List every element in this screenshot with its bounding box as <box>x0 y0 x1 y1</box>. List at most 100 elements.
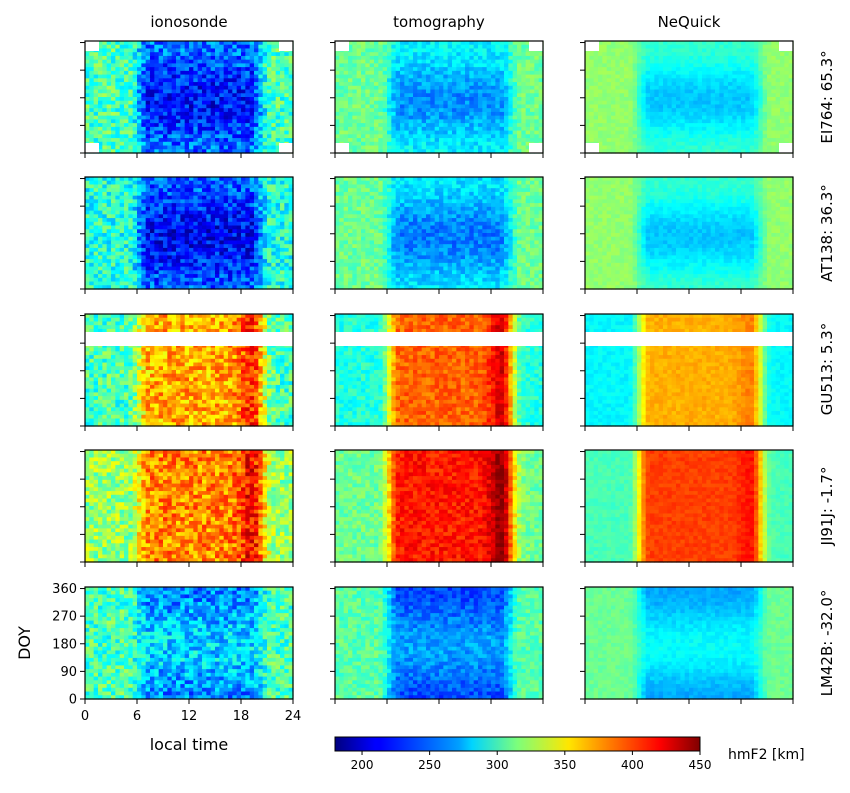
heatmap-cell <box>456 97 462 102</box>
heatmap-cell <box>728 63 733 68</box>
heatmap-cell <box>504 123 509 128</box>
heatmap-cell <box>262 177 268 182</box>
heatmap-cell <box>202 93 207 98</box>
heatmap-cell <box>102 206 108 212</box>
heatmap-cell <box>219 55 225 61</box>
heatmap-cell <box>667 93 673 98</box>
heatmap-cell <box>689 134 694 139</box>
heatmap-cell <box>745 130 751 135</box>
heatmap-cell <box>262 93 268 98</box>
heatmap-cell <box>219 149 225 154</box>
heatmap-cell <box>689 126 694 132</box>
heatmap-cell <box>98 119 103 124</box>
heatmap-cell <box>473 78 479 83</box>
heatmap-cell <box>395 85 401 91</box>
heatmap-cell <box>249 134 255 139</box>
heatmap-cell <box>280 70 285 76</box>
heatmap-cell <box>478 44 483 50</box>
heatmap-cell <box>615 41 621 46</box>
heatmap-cell <box>343 63 349 68</box>
heatmap-cell <box>391 104 397 109</box>
heatmap-cell <box>374 100 379 106</box>
heatmap-cell <box>452 78 457 83</box>
heatmap-cell <box>534 89 540 94</box>
heatmap-cell <box>602 104 608 109</box>
heatmap-cell <box>85 199 90 204</box>
heatmap-cell <box>145 41 151 46</box>
heatmap-cell <box>206 104 212 109</box>
heatmap-cell <box>189 100 194 106</box>
heatmap-cell <box>391 70 397 76</box>
heatmap-cell <box>119 177 125 182</box>
heatmap-cell <box>671 97 677 102</box>
heatmap-cell <box>530 123 535 128</box>
heatmap-cell <box>275 191 281 197</box>
heatmap-cell <box>598 89 603 94</box>
heatmap-cell <box>641 145 647 150</box>
heatmap-cell <box>98 74 103 79</box>
heatmap-cell <box>141 115 147 120</box>
heatmap-cell <box>288 126 294 132</box>
heatmap-cell <box>89 52 95 57</box>
heatmap-cell <box>593 100 599 106</box>
heatmap-cell <box>369 59 375 64</box>
heatmap-cell <box>530 97 535 102</box>
heatmap-cell <box>171 203 177 208</box>
heatmap-cell <box>465 104 470 109</box>
heatmap-cell <box>115 111 121 117</box>
heatmap-cell <box>491 138 496 143</box>
heatmap-cell <box>676 67 681 72</box>
heatmap-cell <box>589 134 595 139</box>
heatmap-cell <box>521 74 527 79</box>
heatmap-cell <box>728 97 733 102</box>
heatmap-cell <box>352 111 358 117</box>
heatmap-cell <box>452 93 457 98</box>
heatmap-cell <box>85 188 90 193</box>
heatmap-cell <box>111 104 116 109</box>
heatmap-cell <box>534 126 540 132</box>
heatmap-cell <box>426 111 431 117</box>
heatmap-cell <box>637 138 642 143</box>
heatmap-cell <box>111 149 116 154</box>
heatmap-cell <box>223 119 229 124</box>
heatmap-cell <box>391 130 397 135</box>
heatmap-cell <box>667 119 673 124</box>
heatmap-cell <box>262 130 268 135</box>
heatmap-cell <box>443 138 449 143</box>
heatmap-cell <box>232 203 238 208</box>
heatmap-cell <box>784 97 790 102</box>
heatmap-cell <box>176 115 181 120</box>
heatmap-cell <box>124 108 129 113</box>
heatmap-cell <box>728 74 733 79</box>
heatmap-cell <box>624 138 629 143</box>
heatmap-cell <box>710 89 716 94</box>
heatmap-cell <box>202 67 207 72</box>
heatmap-cell <box>288 89 294 94</box>
heatmap-cell <box>106 188 112 193</box>
column-title-tomography: tomography <box>393 13 485 31</box>
heatmap-cell <box>593 89 599 94</box>
heatmap-cell <box>486 63 492 68</box>
heatmap-cell <box>598 115 603 120</box>
heatmap-cell <box>106 52 112 57</box>
heatmap-cell <box>245 97 251 102</box>
heatmap-cell <box>632 93 638 98</box>
heatmap-cell <box>417 100 423 106</box>
heatmap-cell <box>598 126 603 132</box>
heatmap-cell <box>706 104 712 109</box>
heatmap-cell <box>219 100 225 106</box>
heatmap-cell <box>491 85 496 91</box>
heatmap-cell <box>473 70 479 76</box>
heatmap-cell <box>93 119 99 124</box>
heatmap-cell <box>628 149 634 154</box>
heatmap-cell <box>335 85 340 91</box>
heatmap-cell <box>417 59 423 64</box>
heatmap-cell <box>491 78 496 83</box>
heatmap-cell <box>352 108 358 113</box>
heatmap-cell <box>728 52 733 57</box>
heatmap-cell <box>624 111 629 117</box>
heatmap-cell <box>335 70 340 76</box>
heatmap-cell <box>241 48 246 53</box>
heatmap-cell <box>215 74 220 79</box>
heatmap-cell <box>98 177 103 182</box>
